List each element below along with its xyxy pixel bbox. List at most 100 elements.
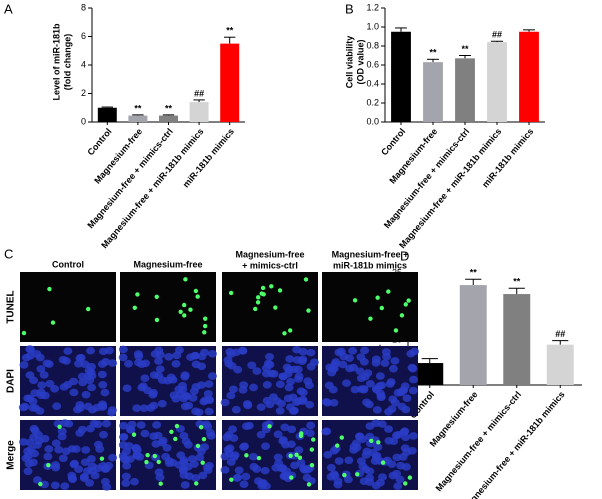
nucleus: [157, 376, 167, 384]
nucleus: [154, 357, 164, 365]
nucleus: [20, 402, 30, 411]
nucleus: [44, 445, 54, 453]
nucleus: [377, 420, 387, 428]
tunel-dot: [202, 330, 207, 335]
tunel-dot: [375, 295, 380, 300]
significance-label: **: [226, 26, 234, 36]
nucleus: [176, 451, 186, 460]
nucleus: [69, 388, 79, 397]
nucleus: [158, 436, 168, 445]
nucleus: [355, 367, 365, 376]
nucleus: [118, 345, 128, 354]
nucleus: [402, 394, 412, 402]
nucleus: [119, 421, 129, 430]
nucleus: [349, 442, 359, 451]
y-tick-label: 2: [81, 88, 86, 98]
tunel-dot: [173, 436, 178, 442]
nucleus: [398, 386, 408, 395]
nucleus: [408, 432, 418, 440]
tunel-dot: [406, 298, 411, 303]
y-tick-label: 4: [81, 59, 86, 69]
nucleus: [400, 444, 410, 452]
nucleus: [324, 381, 334, 390]
tunel-dot: [289, 475, 294, 480]
tunel-dot: [399, 313, 405, 318]
nucleus: [140, 374, 150, 383]
nucleus: [231, 405, 241, 414]
nucleus: [135, 453, 145, 461]
nucleus: [146, 404, 156, 412]
nucleus: [371, 359, 381, 367]
tunel-dot: [144, 459, 149, 465]
nucleus: [85, 424, 95, 433]
micrograph: [321, 346, 420, 416]
column-label: Magnesium-free: [133, 259, 202, 269]
column-label: Magnesium-free: [235, 249, 304, 259]
row-label: DAPI: [6, 369, 17, 393]
nucleus: [396, 461, 406, 470]
nucleus: [271, 463, 281, 472]
image-bg: [322, 272, 418, 342]
y-tick-label: 0.2: [366, 97, 379, 107]
tunel-dot: [228, 290, 234, 296]
nucleus: [293, 365, 303, 374]
nucleus: [330, 360, 340, 369]
nucleus: [26, 345, 36, 354]
nucleus: [234, 466, 244, 475]
significance-label: ##: [194, 88, 204, 98]
tunel-dot: [21, 330, 27, 336]
nucleus: [275, 380, 285, 389]
nucleus: [371, 453, 381, 462]
nucleus: [390, 357, 400, 365]
tunel-dot: [306, 482, 312, 487]
bar: [487, 42, 507, 123]
tunel-dot: [50, 320, 56, 325]
nucleus: [191, 474, 201, 482]
y-tick-label: 0.0: [366, 116, 379, 126]
nucleus: [377, 473, 387, 481]
nucleus: [381, 348, 391, 356]
y-tick-label: 6: [81, 31, 86, 41]
nucleus: [350, 385, 360, 394]
nucleus: [207, 372, 217, 380]
bar: [189, 102, 209, 122]
nucleus: [265, 360, 275, 369]
nucleus: [408, 364, 418, 373]
nucleus: [124, 359, 134, 368]
nucleus: [278, 372, 288, 381]
nucleus: [284, 365, 294, 374]
nucleus: [399, 428, 409, 436]
nucleus: [23, 447, 33, 456]
x-tick-label: Magnesium-free: [428, 389, 480, 448]
nucleus: [183, 440, 193, 449]
bar: [97, 107, 117, 122]
nucleus: [57, 427, 67, 436]
nucleus: [76, 353, 86, 362]
nucleus: [19, 361, 29, 369]
nucleus: [288, 407, 298, 415]
nucleus: [129, 477, 139, 486]
tunel-dot: [299, 431, 304, 436]
tunel-dot: [145, 452, 150, 458]
nucleus: [225, 444, 235, 452]
tunel-dot: [403, 302, 408, 307]
nucleus: [81, 446, 91, 454]
nucleus: [238, 346, 248, 355]
y-tick-label: 1.2: [366, 2, 379, 12]
nucleus: [244, 421, 254, 430]
tunel-dot: [380, 460, 386, 465]
nucleus: [203, 466, 213, 474]
nucleus: [304, 381, 314, 390]
nucleus: [155, 473, 165, 482]
nucleus: [157, 399, 167, 408]
nucleus: [323, 450, 333, 459]
x-tick-label: Magnesium-free + mimics-ctrl: [434, 389, 523, 493]
nucleus: [101, 419, 111, 428]
significance-label: ##: [555, 329, 565, 339]
nucleus: [104, 346, 114, 355]
tunel-dot: [158, 481, 163, 486]
tunel-dot: [38, 481, 43, 487]
nucleus: [86, 346, 96, 355]
significance-label: **: [165, 103, 173, 113]
tunel-dot: [386, 289, 391, 294]
